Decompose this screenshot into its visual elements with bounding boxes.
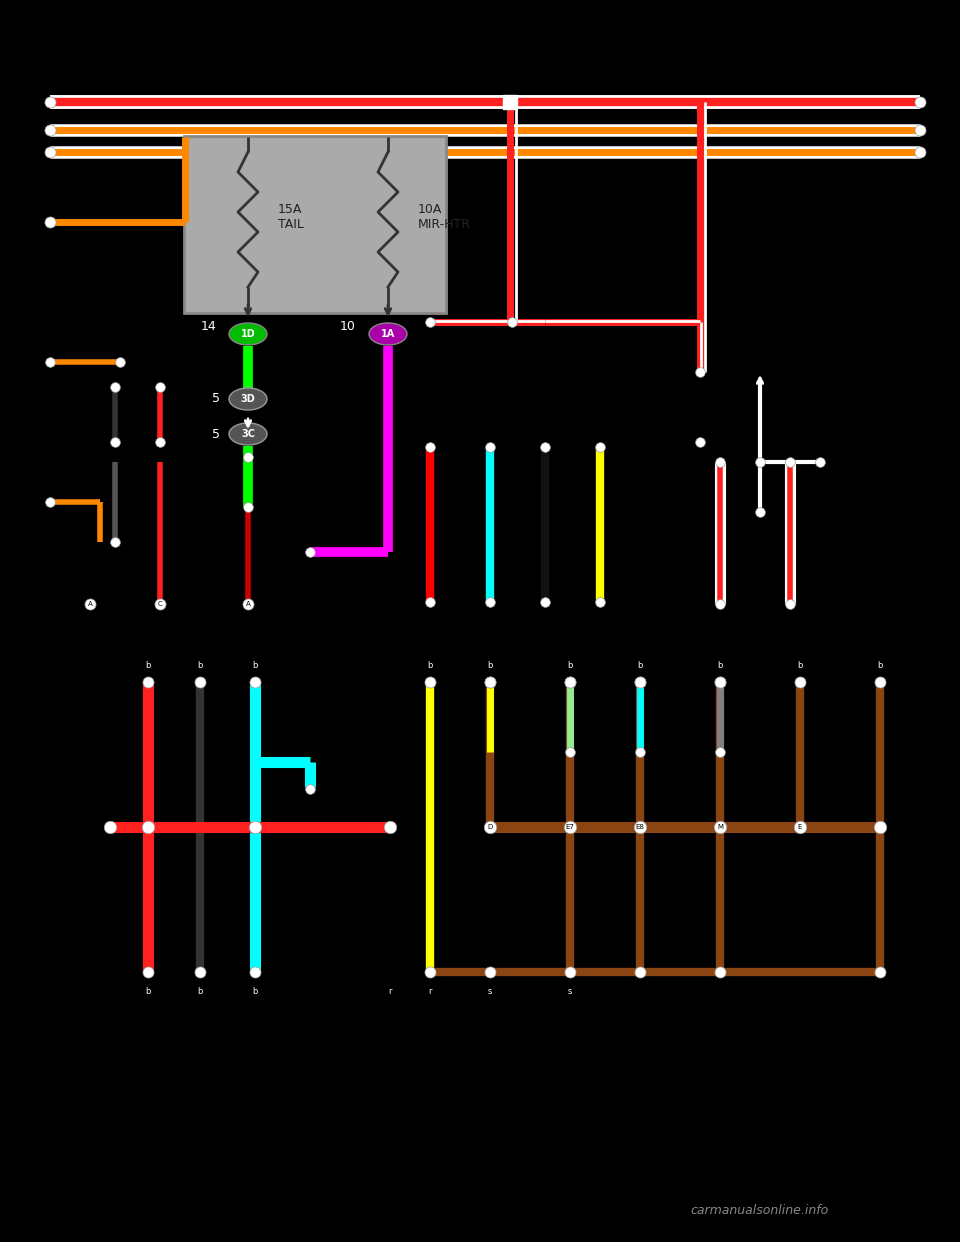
- Text: C: C: [157, 601, 162, 607]
- Text: 5: 5: [212, 427, 220, 441]
- Text: r: r: [428, 987, 432, 996]
- Text: 10A
MIR-HTR: 10A MIR-HTR: [418, 202, 471, 231]
- Text: 5: 5: [212, 392, 220, 405]
- Ellipse shape: [369, 323, 407, 345]
- Text: b: b: [252, 661, 257, 669]
- Ellipse shape: [229, 323, 267, 345]
- FancyBboxPatch shape: [184, 137, 446, 313]
- Text: s: s: [488, 987, 492, 996]
- Text: E8: E8: [636, 823, 644, 830]
- Text: A: A: [246, 601, 251, 607]
- Text: A: A: [87, 601, 92, 607]
- Text: D: D: [488, 823, 492, 830]
- Text: M: M: [717, 823, 723, 830]
- Text: E: E: [798, 823, 803, 830]
- Text: 1D: 1D: [241, 329, 255, 339]
- Text: 14: 14: [201, 320, 216, 334]
- Text: b: b: [637, 661, 642, 669]
- Text: b: b: [252, 987, 257, 996]
- Text: s: s: [567, 987, 572, 996]
- Text: 1A: 1A: [381, 329, 396, 339]
- Text: b: b: [198, 661, 203, 669]
- Ellipse shape: [229, 424, 267, 445]
- Text: b: b: [717, 661, 723, 669]
- Text: b: b: [877, 661, 882, 669]
- Text: b: b: [145, 987, 151, 996]
- Text: b: b: [798, 661, 803, 669]
- Text: carmanualsonline.info: carmanualsonline.info: [691, 1203, 829, 1217]
- Text: 10: 10: [340, 320, 356, 334]
- Text: b: b: [567, 661, 573, 669]
- Ellipse shape: [229, 388, 267, 410]
- Text: r: r: [388, 987, 392, 996]
- Text: b: b: [427, 661, 433, 669]
- Text: 3D: 3D: [241, 394, 255, 404]
- Text: b: b: [488, 661, 492, 669]
- Text: 15A
TAIL: 15A TAIL: [278, 202, 304, 231]
- Text: 3C: 3C: [241, 428, 255, 438]
- Text: b: b: [198, 987, 203, 996]
- Text: b: b: [145, 661, 151, 669]
- Text: E7: E7: [565, 823, 574, 830]
